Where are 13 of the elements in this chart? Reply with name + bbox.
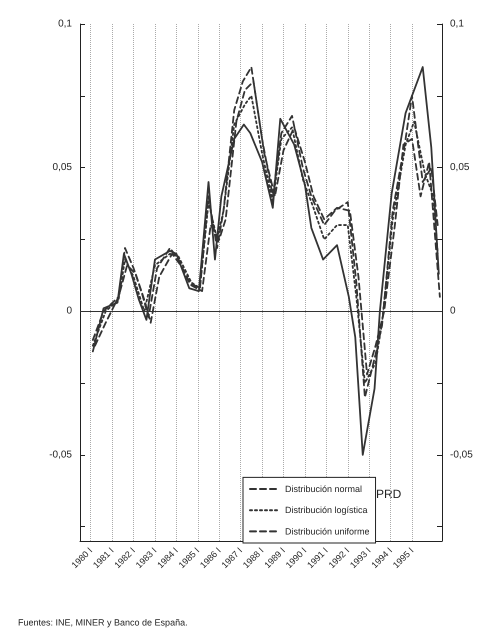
y2-tick-label: -0,05 [450,449,474,460]
source-note: Fuentes: INE, MINER y Banco de España. [18,618,188,628]
legend-label: Distribución logística [285,505,368,516]
y2-tick-label: 0,05 [450,162,470,174]
legend-label: Distribución uniforme [285,526,370,536]
annotation: PRD [376,487,402,501]
y-tick-label: -0,05 [49,449,72,460]
legend-label: Distribución normal [285,484,362,494]
y2-tick-label: 0,1 [450,18,464,30]
y-tick-label: 0,05 [52,162,72,174]
y-tick-label: 0,1 [58,18,72,30]
y2-tick-label: 0 [450,306,456,317]
y-tick-label: 0 [66,306,72,317]
